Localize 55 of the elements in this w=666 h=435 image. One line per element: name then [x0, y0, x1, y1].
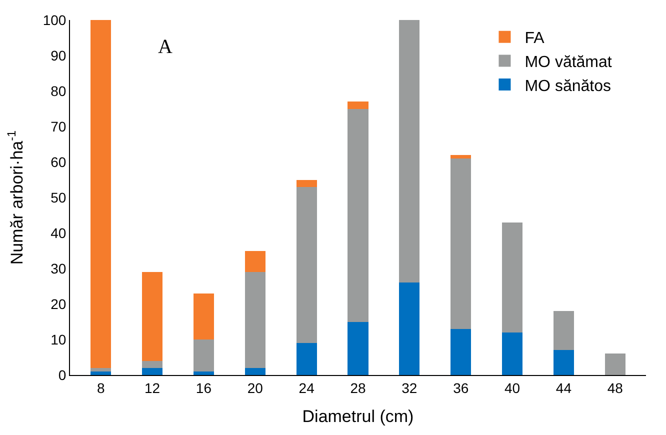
y-tick-label: 60 [50, 154, 66, 170]
bar [142, 272, 163, 361]
bar [502, 332, 523, 375]
bar [296, 186, 317, 344]
bar [450, 158, 472, 329]
bar [348, 322, 368, 375]
x-tick-label: 44 [556, 380, 572, 396]
x-tick-label: 36 [453, 380, 469, 396]
legend-label: FA [524, 30, 545, 48]
bar [244, 250, 266, 272]
bar [450, 154, 472, 158]
bar [450, 328, 472, 375]
y-tick-label: 20 [50, 296, 66, 312]
bar [90, 371, 112, 375]
x-tick-label: 48 [607, 380, 624, 396]
y-tick-label: 10 [50, 331, 66, 348]
bar [399, 282, 420, 375]
x-tick-label: 16 [196, 380, 212, 396]
x-tick-label: 40 [504, 380, 520, 396]
bar [553, 311, 574, 350]
bar [296, 180, 317, 187]
y-tick-label: 100 [42, 12, 66, 28]
x-tick-label: 8 [96, 380, 105, 396]
bar [90, 368, 112, 372]
y-tick-label: 80 [50, 82, 66, 99]
bar [296, 343, 317, 375]
y-tick-label: 40 [50, 224, 66, 241]
bar [193, 293, 214, 340]
y-tick-label: 70 [50, 118, 66, 134]
x-tick-label: 12 [144, 380, 160, 396]
bar [604, 354, 626, 375]
y-tick-label: 0 [58, 366, 66, 383]
annotation: A [158, 36, 173, 58]
x-tick-label: 24 [298, 380, 315, 396]
bar [244, 272, 266, 368]
legend-label: MO sănătos [524, 78, 611, 95]
bar [553, 350, 574, 375]
legend-label: MO vătămat [524, 54, 612, 71]
bar [193, 371, 214, 375]
bar [142, 368, 163, 375]
bar [142, 360, 163, 368]
bar [348, 108, 368, 322]
bar [244, 368, 266, 375]
y-tick-label: 30 [50, 260, 66, 276]
x-tick-label: 20 [247, 380, 264, 396]
bar [348, 102, 368, 109]
x-axis-title: Diametrul (cm) [302, 407, 414, 426]
y-tick-label: 50 [50, 189, 66, 206]
bar [193, 340, 214, 372]
x-tick-label: 28 [350, 380, 366, 396]
x-tick-label: 32 [402, 380, 418, 396]
bar [90, 20, 112, 368]
y-tick-label: 90 [50, 47, 66, 64]
bar [502, 222, 523, 332]
bar [399, 20, 420, 283]
